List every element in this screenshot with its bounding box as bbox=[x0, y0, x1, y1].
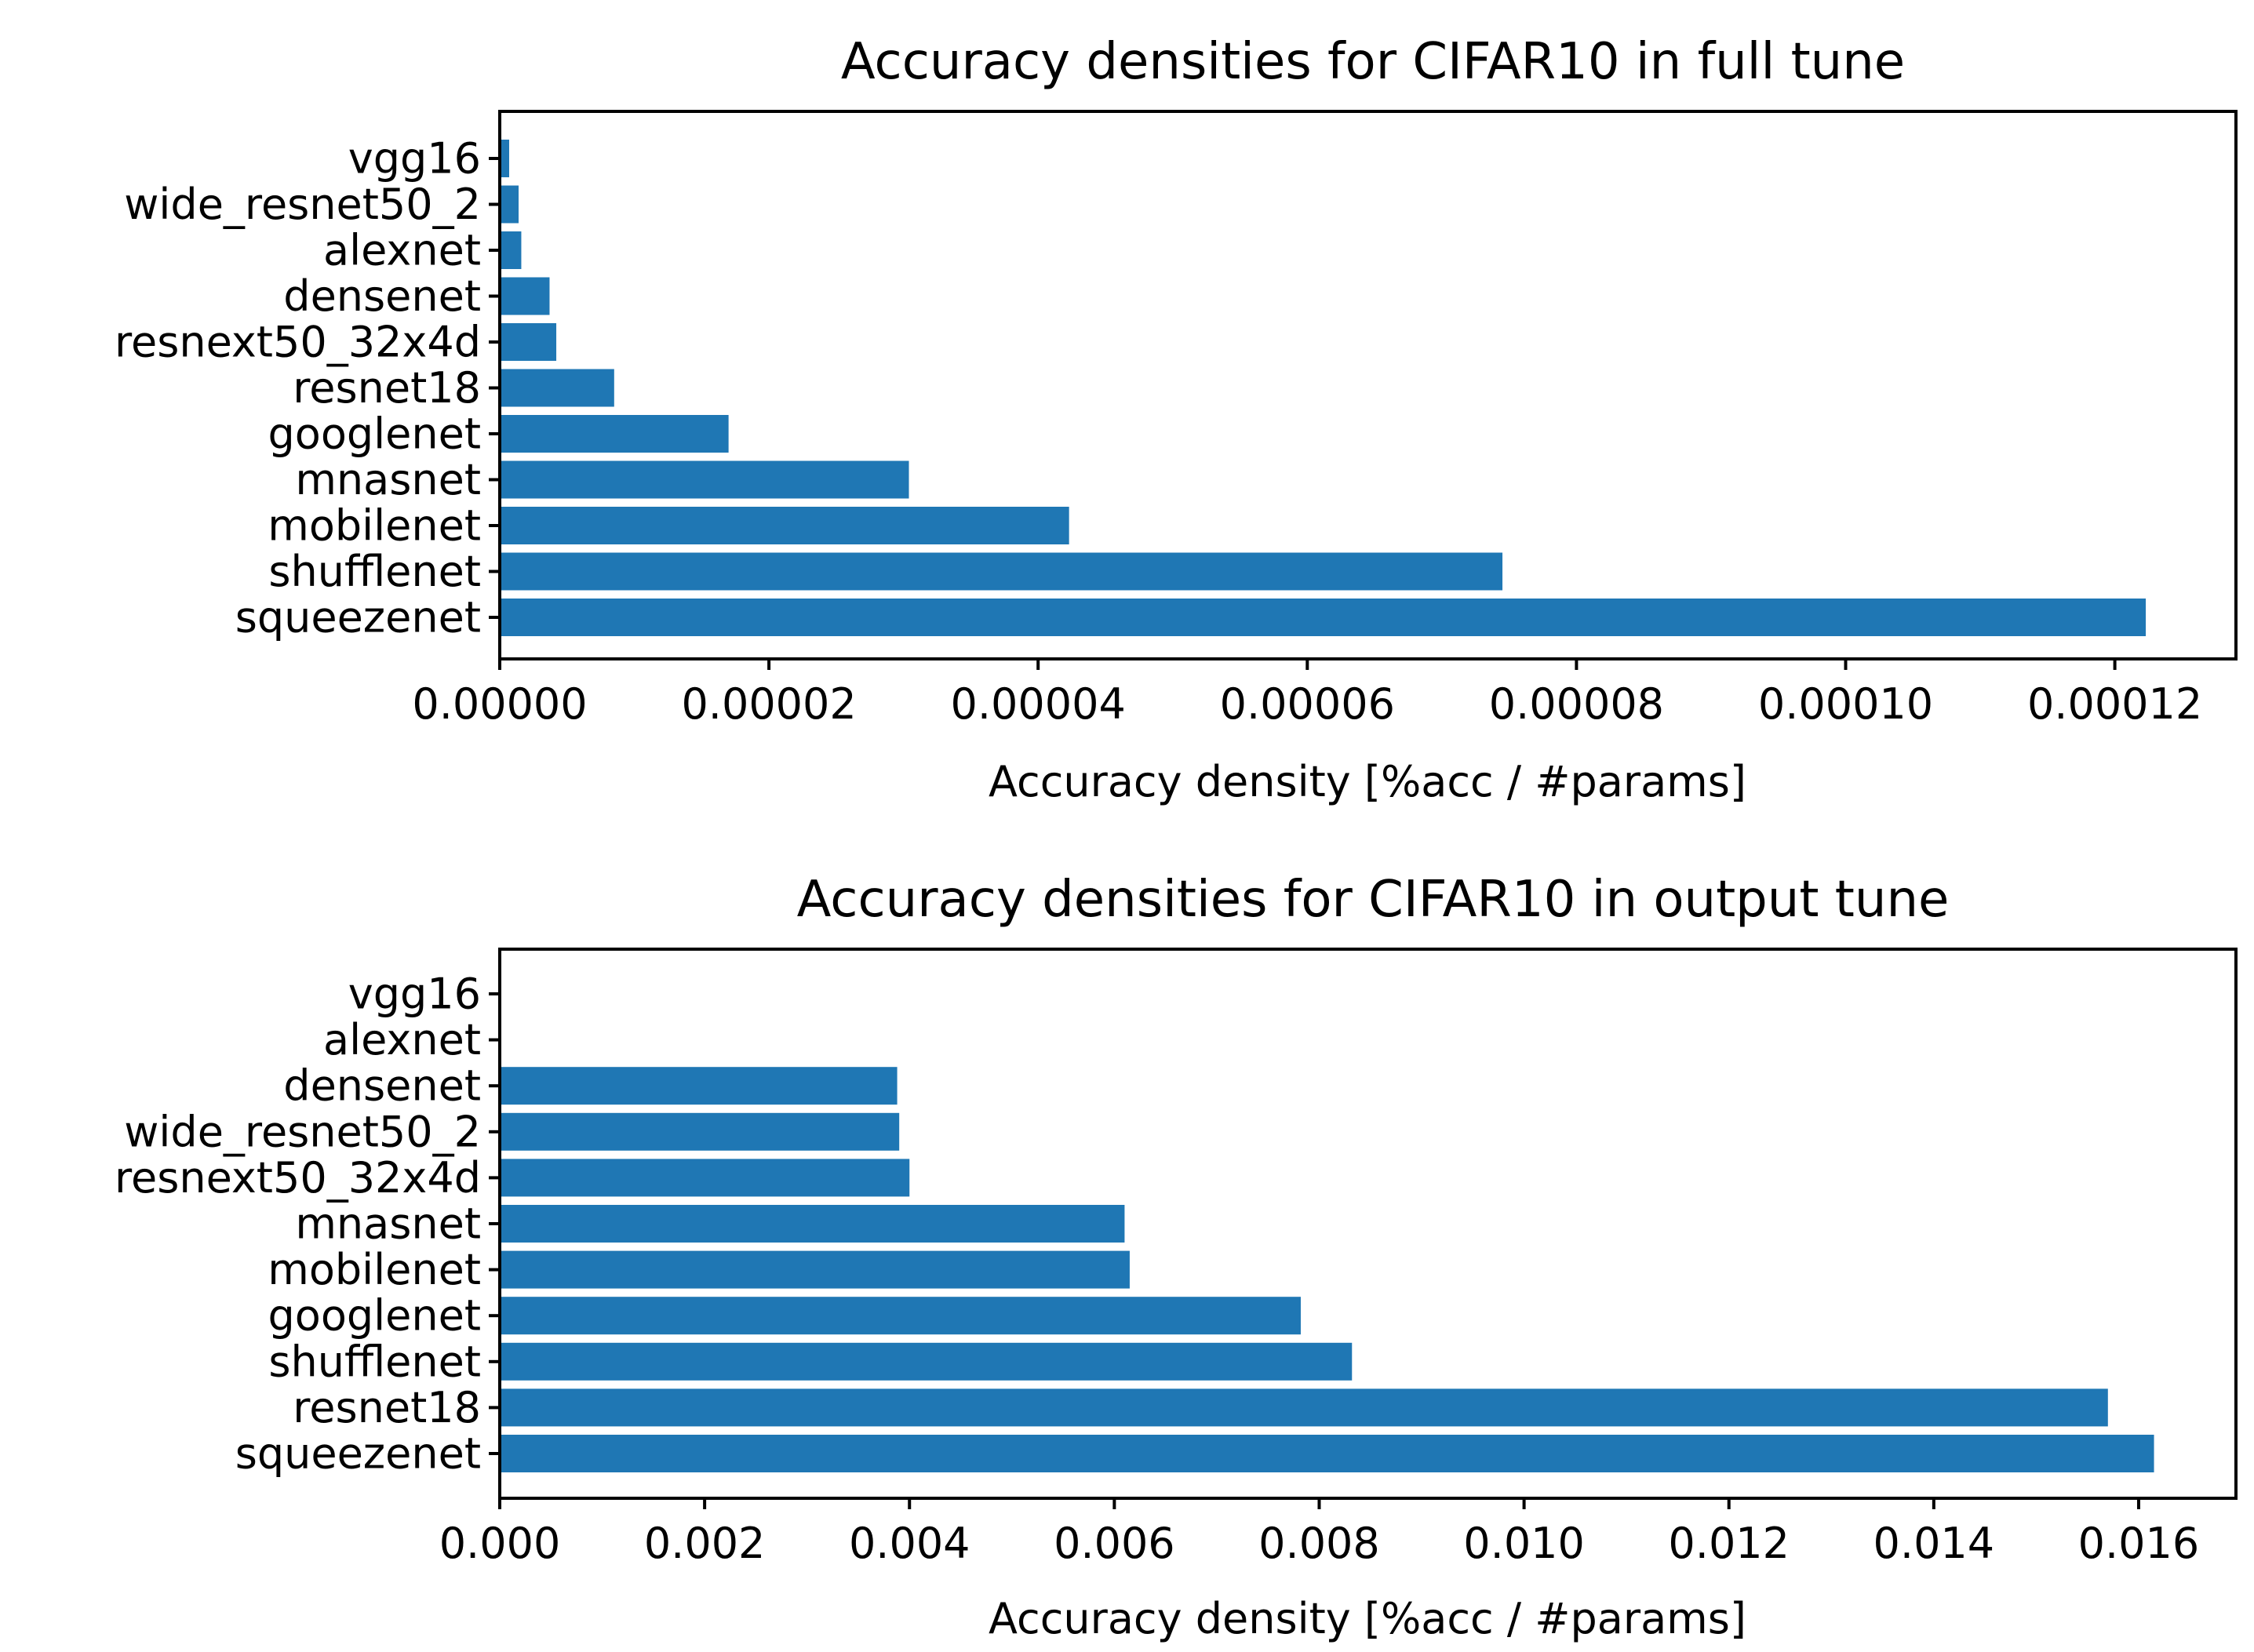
subplot-full-tune: Accuracy densities for CIFAR10 in full t… bbox=[115, 33, 2238, 806]
bar-resnet18 bbox=[500, 369, 614, 407]
chart-title: Accuracy densities for CIFAR10 in output… bbox=[797, 871, 1950, 929]
y-tick-label: mnasnet bbox=[295, 455, 481, 504]
y-tick-label: googlenet bbox=[268, 1291, 481, 1341]
x-tick-label: 0.00006 bbox=[1220, 679, 1395, 729]
y-tick-label: resnext50_32x4d bbox=[115, 1153, 481, 1203]
y-tick-label: shufflenet bbox=[268, 1337, 481, 1386]
bar-densenet bbox=[500, 277, 550, 315]
bar-resnext50-32x4d bbox=[500, 1159, 910, 1197]
x-tick-label: 0.00010 bbox=[1758, 679, 1933, 729]
bar-alexnet bbox=[500, 231, 522, 269]
x-tick-label: 0.004 bbox=[849, 1519, 970, 1568]
x-tick-label: 0.010 bbox=[1463, 1519, 1585, 1568]
x-tick-label: 0.00002 bbox=[681, 679, 856, 729]
bar-vgg16 bbox=[500, 140, 510, 177]
bar-resnet18 bbox=[500, 1388, 2108, 1427]
x-tick-label: 0.000 bbox=[439, 1519, 561, 1568]
bar-wide-resnet50-2 bbox=[500, 1112, 900, 1151]
y-tick-label: vgg16 bbox=[348, 970, 481, 1019]
y-tick-label: resnet18 bbox=[293, 1383, 481, 1432]
y-tick-label: densenet bbox=[283, 1061, 481, 1111]
x-tick-label: 0.00012 bbox=[2027, 679, 2202, 729]
bar-mobilenet bbox=[500, 507, 1069, 544]
bar-squeezenet bbox=[500, 599, 2147, 636]
y-tick-labels: squeezenetresnet18shufflenetgooglenetmob… bbox=[115, 970, 500, 1479]
x-tick-label: 0.008 bbox=[1258, 1519, 1380, 1568]
x-tick-label: 0.012 bbox=[1668, 1519, 1790, 1568]
y-tick-label: wide_resnet50_2 bbox=[124, 180, 481, 229]
bar-googlenet bbox=[500, 415, 729, 453]
y-tick-label: vgg16 bbox=[348, 134, 481, 184]
bar-group bbox=[500, 140, 2147, 636]
y-tick-label: wide_resnet50_2 bbox=[124, 1107, 481, 1156]
y-tick-label: mnasnet bbox=[295, 1199, 481, 1249]
y-tick-label: densenet bbox=[283, 271, 481, 321]
bar-resnext50-32x4d bbox=[500, 323, 557, 361]
x-ticks: 0.000 0.002 0.004 0.006 0.008 0.010 0.012 0.014… bbox=[439, 1498, 2200, 1568]
y-tick-label: squeezenet bbox=[235, 593, 481, 642]
bar-shufflenet bbox=[500, 1342, 1353, 1381]
y-tick-label: shufflenet bbox=[268, 547, 481, 596]
chart-title: Accuracy densities for CIFAR10 in full t… bbox=[841, 33, 1905, 91]
y-tick-label: resnet18 bbox=[293, 363, 481, 413]
y-tick-label: alexnet bbox=[323, 1015, 481, 1064]
bar-googlenet bbox=[500, 1297, 1301, 1335]
bar-densenet bbox=[500, 1067, 898, 1105]
plot-frame bbox=[498, 948, 2238, 1500]
bar-mobilenet bbox=[500, 1250, 1130, 1289]
bar-mnasnet bbox=[500, 460, 909, 499]
bar-squeezenet bbox=[500, 1435, 2154, 1472]
bar-wide-resnet50-2 bbox=[500, 185, 519, 224]
x-ticks: 0.00000 0.00002 0.00004 0.00006 0.00008 0.000… bbox=[412, 659, 2202, 729]
x-axis-label: Accuracy density [%acc / #params] bbox=[989, 757, 1746, 806]
y-tick-labels: squeezenetshufflenetmobilenetmnasnetgoog… bbox=[115, 134, 500, 642]
y-tick-label: alexnet bbox=[323, 226, 481, 275]
x-tick-label: 0.002 bbox=[644, 1519, 766, 1568]
subplot-output-tune: Accuracy densities for CIFAR10 in output… bbox=[115, 871, 2238, 1643]
bar-shufflenet bbox=[500, 552, 1503, 591]
x-tick-label: 0.016 bbox=[2078, 1519, 2200, 1568]
x-tick-label: 0.00004 bbox=[951, 679, 1126, 729]
x-tick-label: 0.006 bbox=[1054, 1519, 1175, 1568]
y-tick-label: googlenet bbox=[268, 409, 481, 459]
x-tick-label: 0.014 bbox=[1873, 1519, 1995, 1568]
y-tick-label: mobilenet bbox=[268, 1245, 481, 1294]
y-tick-label: squeezenet bbox=[235, 1429, 481, 1479]
y-tick-label: mobilenet bbox=[268, 501, 481, 551]
bar-mnasnet bbox=[500, 1205, 1125, 1243]
y-tick-label: resnext50_32x4d bbox=[115, 318, 481, 367]
x-axis-label: Accuracy density [%acc / #params] bbox=[989, 1594, 1746, 1643]
bar-group bbox=[500, 1067, 2154, 1472]
x-tick-label: 0.00000 bbox=[412, 679, 587, 729]
x-tick-label: 0.00008 bbox=[1489, 679, 1664, 729]
plot-frame bbox=[498, 110, 2238, 660]
